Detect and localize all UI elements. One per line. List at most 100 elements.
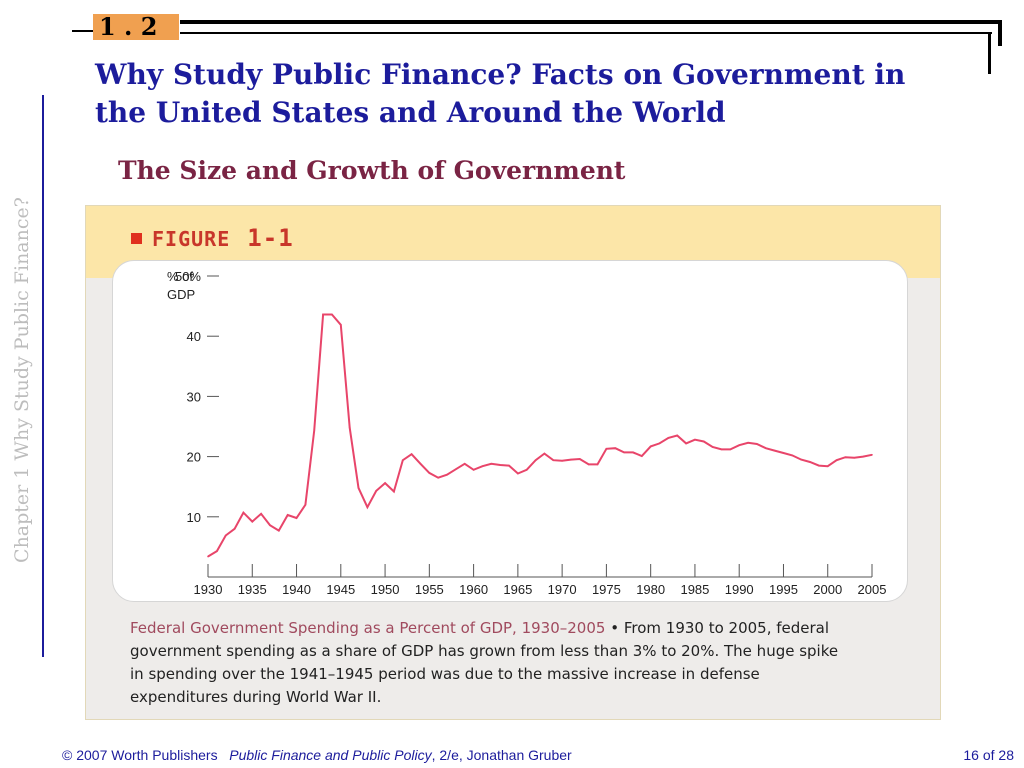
series-points: [207, 313, 873, 558]
x-tick-label: 1940: [282, 582, 311, 597]
figure-panel: FIGURE 1-1 % of GDP 10 20 30 40 50% 1930 1935 1…: [85, 205, 941, 720]
data-point: [614, 447, 617, 449]
data-point: [579, 458, 581, 460]
data-point: [242, 511, 245, 514]
x-tick-label: 1990: [725, 582, 754, 597]
caption-title: Federal Government Spending as a Percent…: [130, 619, 606, 637]
data-point: [233, 528, 236, 530]
data-point: [437, 476, 439, 479]
y-tick-label: 40: [187, 329, 201, 344]
data-point: [348, 426, 351, 429]
data-point: [322, 313, 324, 316]
x-axis: 1930 1935 1940 1945 1950 1955 1960 1965 1970 1975…: [194, 564, 887, 597]
data-point: [844, 456, 847, 459]
data-point: [871, 453, 873, 456]
data-point: [525, 469, 528, 471]
x-tick-label: 2000: [813, 582, 842, 597]
x-tick-label: 1945: [326, 582, 355, 597]
footer: © 2007 Worth Publishers Public Finance a…: [62, 747, 1014, 767]
x-tick-label: 1930: [194, 582, 223, 597]
data-point: [490, 463, 493, 465]
data-point: [658, 442, 661, 445]
data-point: [711, 446, 714, 448]
data-point: [472, 469, 475, 471]
data-point: [773, 449, 776, 452]
data-point: [809, 461, 811, 463]
data-point: [428, 472, 431, 474]
figure-label-text: FIGURE: [152, 227, 231, 251]
data-point: [295, 517, 298, 519]
data-point: [384, 482, 386, 484]
data-point: [729, 448, 732, 451]
x-tick-label: 1950: [371, 582, 400, 597]
line-chart: % of GDP 10 20 30 40 50% 1930 1935 1940 1945 1950…: [167, 269, 887, 597]
data-point: [216, 550, 218, 552]
x-tick-label: 1985: [680, 582, 709, 597]
data-point: [694, 438, 696, 441]
data-point: [419, 463, 422, 465]
data-point: [853, 457, 856, 459]
data-point: [862, 455, 864, 458]
side-chapter-label: Chapter 1 Why Study Public Finance?: [11, 197, 33, 563]
slide-subtitle: The Size and Growth of Government: [118, 156, 626, 185]
data-point: [517, 472, 519, 475]
data-point: [570, 458, 572, 461]
data-point: [676, 434, 679, 437]
data-point: [278, 529, 280, 532]
data-point: [366, 506, 369, 508]
y-tick-label: 10: [187, 510, 201, 525]
data-point: [623, 451, 625, 454]
data-point: [561, 460, 563, 462]
data-point: [747, 441, 749, 444]
figure-bullet-icon: [131, 233, 142, 244]
data-point: [720, 448, 723, 451]
data-point: [304, 503, 307, 506]
data-point: [782, 452, 785, 454]
data-point: [641, 455, 643, 457]
data-point: [375, 490, 378, 492]
x-tick-label: 2005: [858, 582, 887, 597]
data-point: [764, 447, 767, 449]
slide-title: Why Study Public Finance? Facts on Gover…: [95, 58, 906, 129]
top-rule-left: [72, 30, 93, 32]
data-point: [534, 459, 537, 462]
data-point: [286, 514, 289, 516]
x-tick-label: 1995: [769, 582, 798, 597]
data-point: [543, 452, 546, 455]
data-point: [401, 459, 404, 462]
y-axis-label-line1: % of: [167, 269, 193, 284]
data-point: [800, 458, 802, 461]
footer-credit: © 2007 Worth Publishers Public Finance a…: [62, 747, 572, 763]
data-point: [835, 459, 838, 462]
x-tick-label: 1980: [636, 582, 665, 597]
caption-body: From 1930 to 2005, federal government sp…: [130, 619, 839, 706]
footer-copyright: © 2007 Worth Publishers: [62, 747, 218, 763]
x-tick-label: 1975: [592, 582, 621, 597]
caption-bullet: •: [610, 619, 624, 637]
data-point: [738, 444, 740, 446]
data-point: [596, 463, 599, 466]
y-axis-label: % of GDP: [167, 269, 195, 302]
data-point: [260, 512, 262, 515]
figure-number: 1-1: [247, 224, 294, 252]
data-point: [702, 440, 705, 443]
y-axis-label-line2: GDP: [167, 287, 195, 302]
corner-bar-outer: [998, 20, 1002, 46]
data-point: [685, 442, 687, 445]
data-point: [552, 459, 555, 462]
y-tick-label: 30: [187, 389, 201, 404]
data-point: [446, 473, 448, 476]
chart-card: % of GDP 10 20 30 40 50% 1930 1935 1940 1945 1950…: [112, 260, 908, 602]
y-axis: 10 20 30 40 50%: [175, 269, 219, 525]
data-point: [649, 445, 652, 448]
data-point: [508, 464, 510, 467]
section-badge: 1 . 2: [93, 14, 179, 40]
data-point: [667, 437, 670, 439]
footer-page-number: 16 of 28: [963, 747, 1014, 763]
data-point: [251, 520, 254, 523]
x-tick-label: 1960: [459, 582, 488, 597]
data-point: [605, 447, 608, 450]
footer-edition-author: , 2/e, Jonathan Gruber: [431, 747, 572, 763]
y-tick-label: 50%: [175, 269, 201, 284]
footer-book-title: Public Finance and Public Policy: [229, 747, 432, 763]
